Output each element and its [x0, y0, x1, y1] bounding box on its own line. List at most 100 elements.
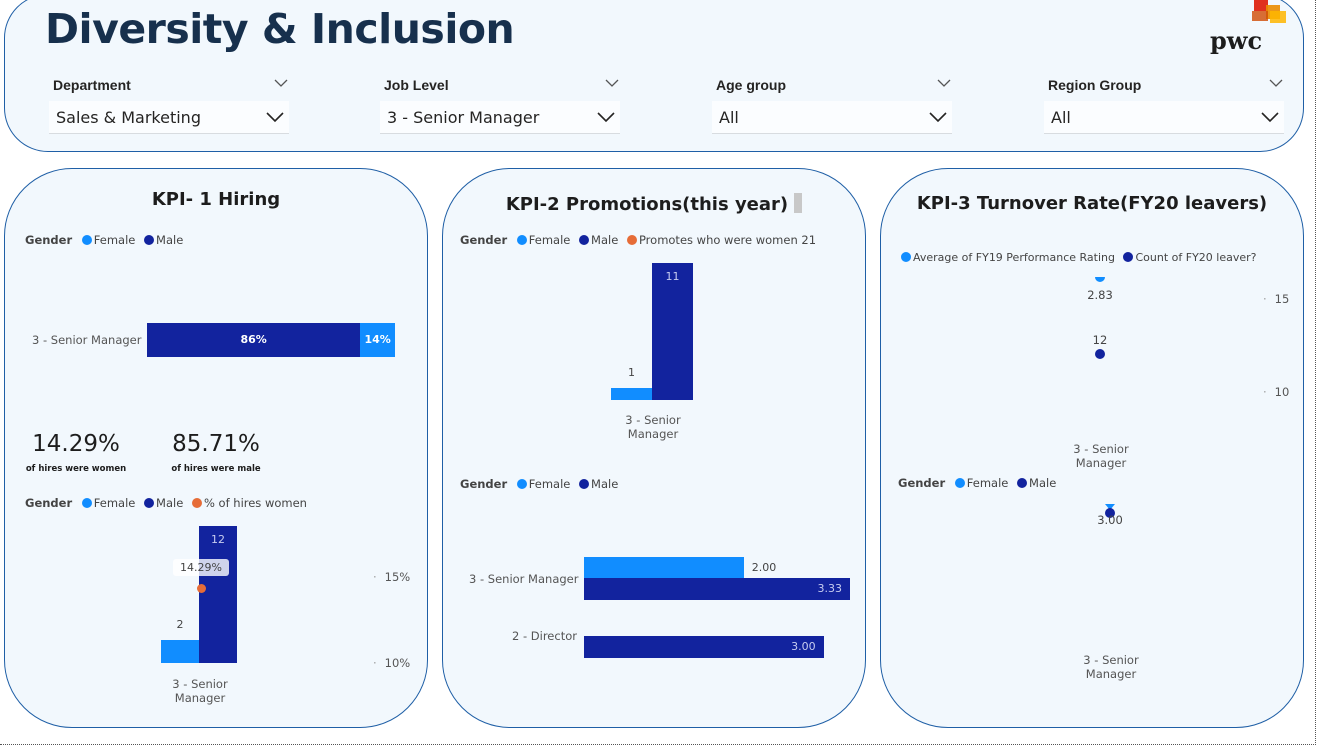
chevron-down-icon[interactable] — [1268, 77, 1284, 89]
right-axis-tick: 15% — [373, 570, 411, 584]
segment-label-female: 14% — [364, 333, 391, 346]
kpi1-women-value: 14.29% — [32, 431, 120, 457]
scatter-point-leaver-count[interactable] — [1095, 349, 1105, 359]
legend-item-male[interactable]: Male — [1017, 476, 1056, 490]
chevron-down-icon[interactable] — [1260, 110, 1280, 124]
line-marker-pct-women[interactable] — [197, 584, 206, 594]
kpi3-title: KPI-3 Turnover Rate(FY20 leavers) — [916, 193, 1268, 214]
hbar-category: 3 - Senior Manager — [469, 572, 579, 586]
legend-item-female[interactable]: Female — [516, 477, 570, 491]
chevron-down-icon[interactable] — [265, 110, 285, 124]
column-female[interactable] — [611, 387, 652, 400]
legend-item-male[interactable]: Male — [579, 477, 618, 491]
column-female[interactable] — [161, 640, 199, 663]
legend-item-female[interactable]: Female — [81, 496, 135, 510]
kpi1-stacked-category: 3 - Senior Manager — [32, 333, 142, 347]
right-axis-tick: 15 — [1263, 292, 1290, 306]
chevron-down-icon[interactable] — [273, 77, 289, 89]
chevron-down-icon[interactable] — [604, 77, 620, 89]
legend-title: Gender — [898, 476, 946, 490]
legend-title: Gender — [25, 496, 73, 510]
hbar-male-director[interactable]: 3.00 — [584, 636, 824, 658]
right-axis-tick: 10 — [1263, 385, 1290, 399]
legend-item-promotes-women[interactable]: Promotes who were women 21 — [626, 233, 816, 247]
legend-dot-icon — [954, 478, 965, 488]
scatter-label-count: 12 — [1092, 333, 1108, 347]
legend-item-female[interactable]: Female — [81, 233, 135, 247]
slicer-value: 3 - Senior Manager — [387, 108, 540, 127]
kpi1-men-caption: of hires were male — [171, 464, 261, 474]
legend-title: Gender — [25, 233, 73, 247]
slicer-value: All — [719, 108, 739, 127]
hbar-male-label: 3.00 — [791, 640, 816, 653]
kpi2-card: KPI-2 Promotions(this year) Gender Femal… — [442, 168, 866, 728]
legend-item-leaver-count[interactable]: Count of FY20 leaver? — [1123, 251, 1257, 264]
kpi1-legend-top: Gender Female Male — [25, 233, 188, 247]
legend-item-female[interactable]: Female — [516, 233, 570, 247]
stacked-segment-male[interactable]: 86% — [147, 323, 361, 357]
slicer-label: Age group — [716, 77, 786, 93]
kpi3-scatter2-category: 3 - Senior Manager — [1083, 653, 1139, 681]
page-title: Diversity & Inclusion — [45, 5, 515, 53]
kpi2-title: KPI-2 Promotions(this year) — [443, 193, 865, 215]
slicer-value: All — [1051, 108, 1071, 127]
column-male[interactable] — [652, 263, 693, 400]
cursor-icon — [794, 193, 803, 213]
line-value-label: 14.29% — [173, 559, 229, 576]
column-male-label: 12 — [211, 533, 225, 546]
chevron-down-icon[interactable] — [596, 110, 616, 124]
header-panel: Diversity & Inclusion pwc Department Sal… — [4, 0, 1304, 152]
kpi1-men-value: 85.71% — [172, 431, 260, 457]
hbar-male-label: 3.33 — [817, 582, 843, 595]
legend-dot-icon — [144, 498, 155, 508]
hbar-category: 2 - Director — [512, 629, 577, 643]
kpi1-women-caption: of hires were women — [25, 464, 127, 474]
slicer-dropdown[interactable]: 3 - Senior Manager — [380, 101, 620, 134]
column-female-label: 2 — [176, 618, 184, 632]
scatter-point-avg-rating[interactable] — [1095, 277, 1105, 282]
kpi3-scatter-category: 3 - Senior Manager — [1073, 442, 1129, 470]
legend-item-female[interactable]: Female — [954, 476, 1008, 490]
segment-label-male: 86% — [240, 333, 267, 346]
hbar-female-senior-manager[interactable] — [584, 557, 744, 578]
kpi2-legend-bottom: Gender Female Male — [460, 477, 623, 491]
pwc-logo-text: pwc — [1210, 26, 1262, 55]
chevron-down-icon[interactable] — [928, 110, 948, 124]
legend-item-male[interactable]: Male — [144, 233, 183, 247]
kpi1-legend-bottom: Gender Female Male % of hires women — [25, 496, 312, 510]
kpi3-card: KPI-3 Turnover Rate(FY20 leavers) Averag… — [880, 168, 1304, 728]
legend-item-pct-women[interactable]: % of hires women — [191, 496, 307, 510]
hbar-female-label: 2.00 — [751, 561, 777, 574]
right-axis-tick: 10% — [373, 656, 411, 670]
slicer-label: Job Level — [384, 77, 449, 93]
hbar-male-senior-manager[interactable]: 3.33 — [584, 578, 850, 600]
kpi3-legend-top: Average of FY19 Performance Rating Count… — [901, 251, 1262, 264]
slicer-dropdown[interactable]: All — [712, 101, 952, 134]
legend-dot-icon — [626, 235, 637, 245]
legend-dot-icon — [191, 498, 202, 508]
kpi1-stacked-bar[interactable]: 86% 14% — [147, 323, 395, 357]
slicer-dropdown[interactable]: All — [1044, 101, 1284, 134]
scatter-label-value: 3.00 — [1097, 513, 1123, 527]
legend-dot-icon — [901, 252, 911, 262]
scatter-label-rating: 2.83 — [1087, 288, 1113, 302]
kpi1-combo-category: 3 - Senior Manager — [172, 677, 228, 705]
stacked-segment-female[interactable]: 14% — [360, 323, 395, 357]
column-female-label: 1 — [628, 365, 635, 379]
legend-dot-icon — [144, 235, 155, 245]
legend-item-male[interactable]: Male — [579, 233, 618, 247]
scatter-point-female[interactable] — [1105, 504, 1115, 510]
chevron-down-icon[interactable] — [936, 77, 952, 89]
legend-dot-icon — [516, 235, 527, 245]
legend-dot-icon — [579, 235, 590, 245]
legend-item-male[interactable]: Male — [144, 496, 183, 510]
scatter-point-male[interactable] — [1105, 508, 1115, 518]
slicer-label: Department — [53, 77, 131, 93]
kpi2-column-category: 3 - Senior Manager — [625, 413, 681, 441]
kpi1-card: KPI- 1 Hiring Gender Female Male 3 - Sen… — [4, 168, 428, 728]
legend-dot-icon — [516, 479, 527, 489]
kpi1-title: KPI- 1 Hiring — [151, 189, 281, 210]
column-male[interactable] — [199, 526, 237, 663]
legend-item-avg-rating[interactable]: Average of FY19 Performance Rating — [901, 251, 1115, 264]
slicer-dropdown[interactable]: Sales & Marketing — [49, 101, 289, 134]
